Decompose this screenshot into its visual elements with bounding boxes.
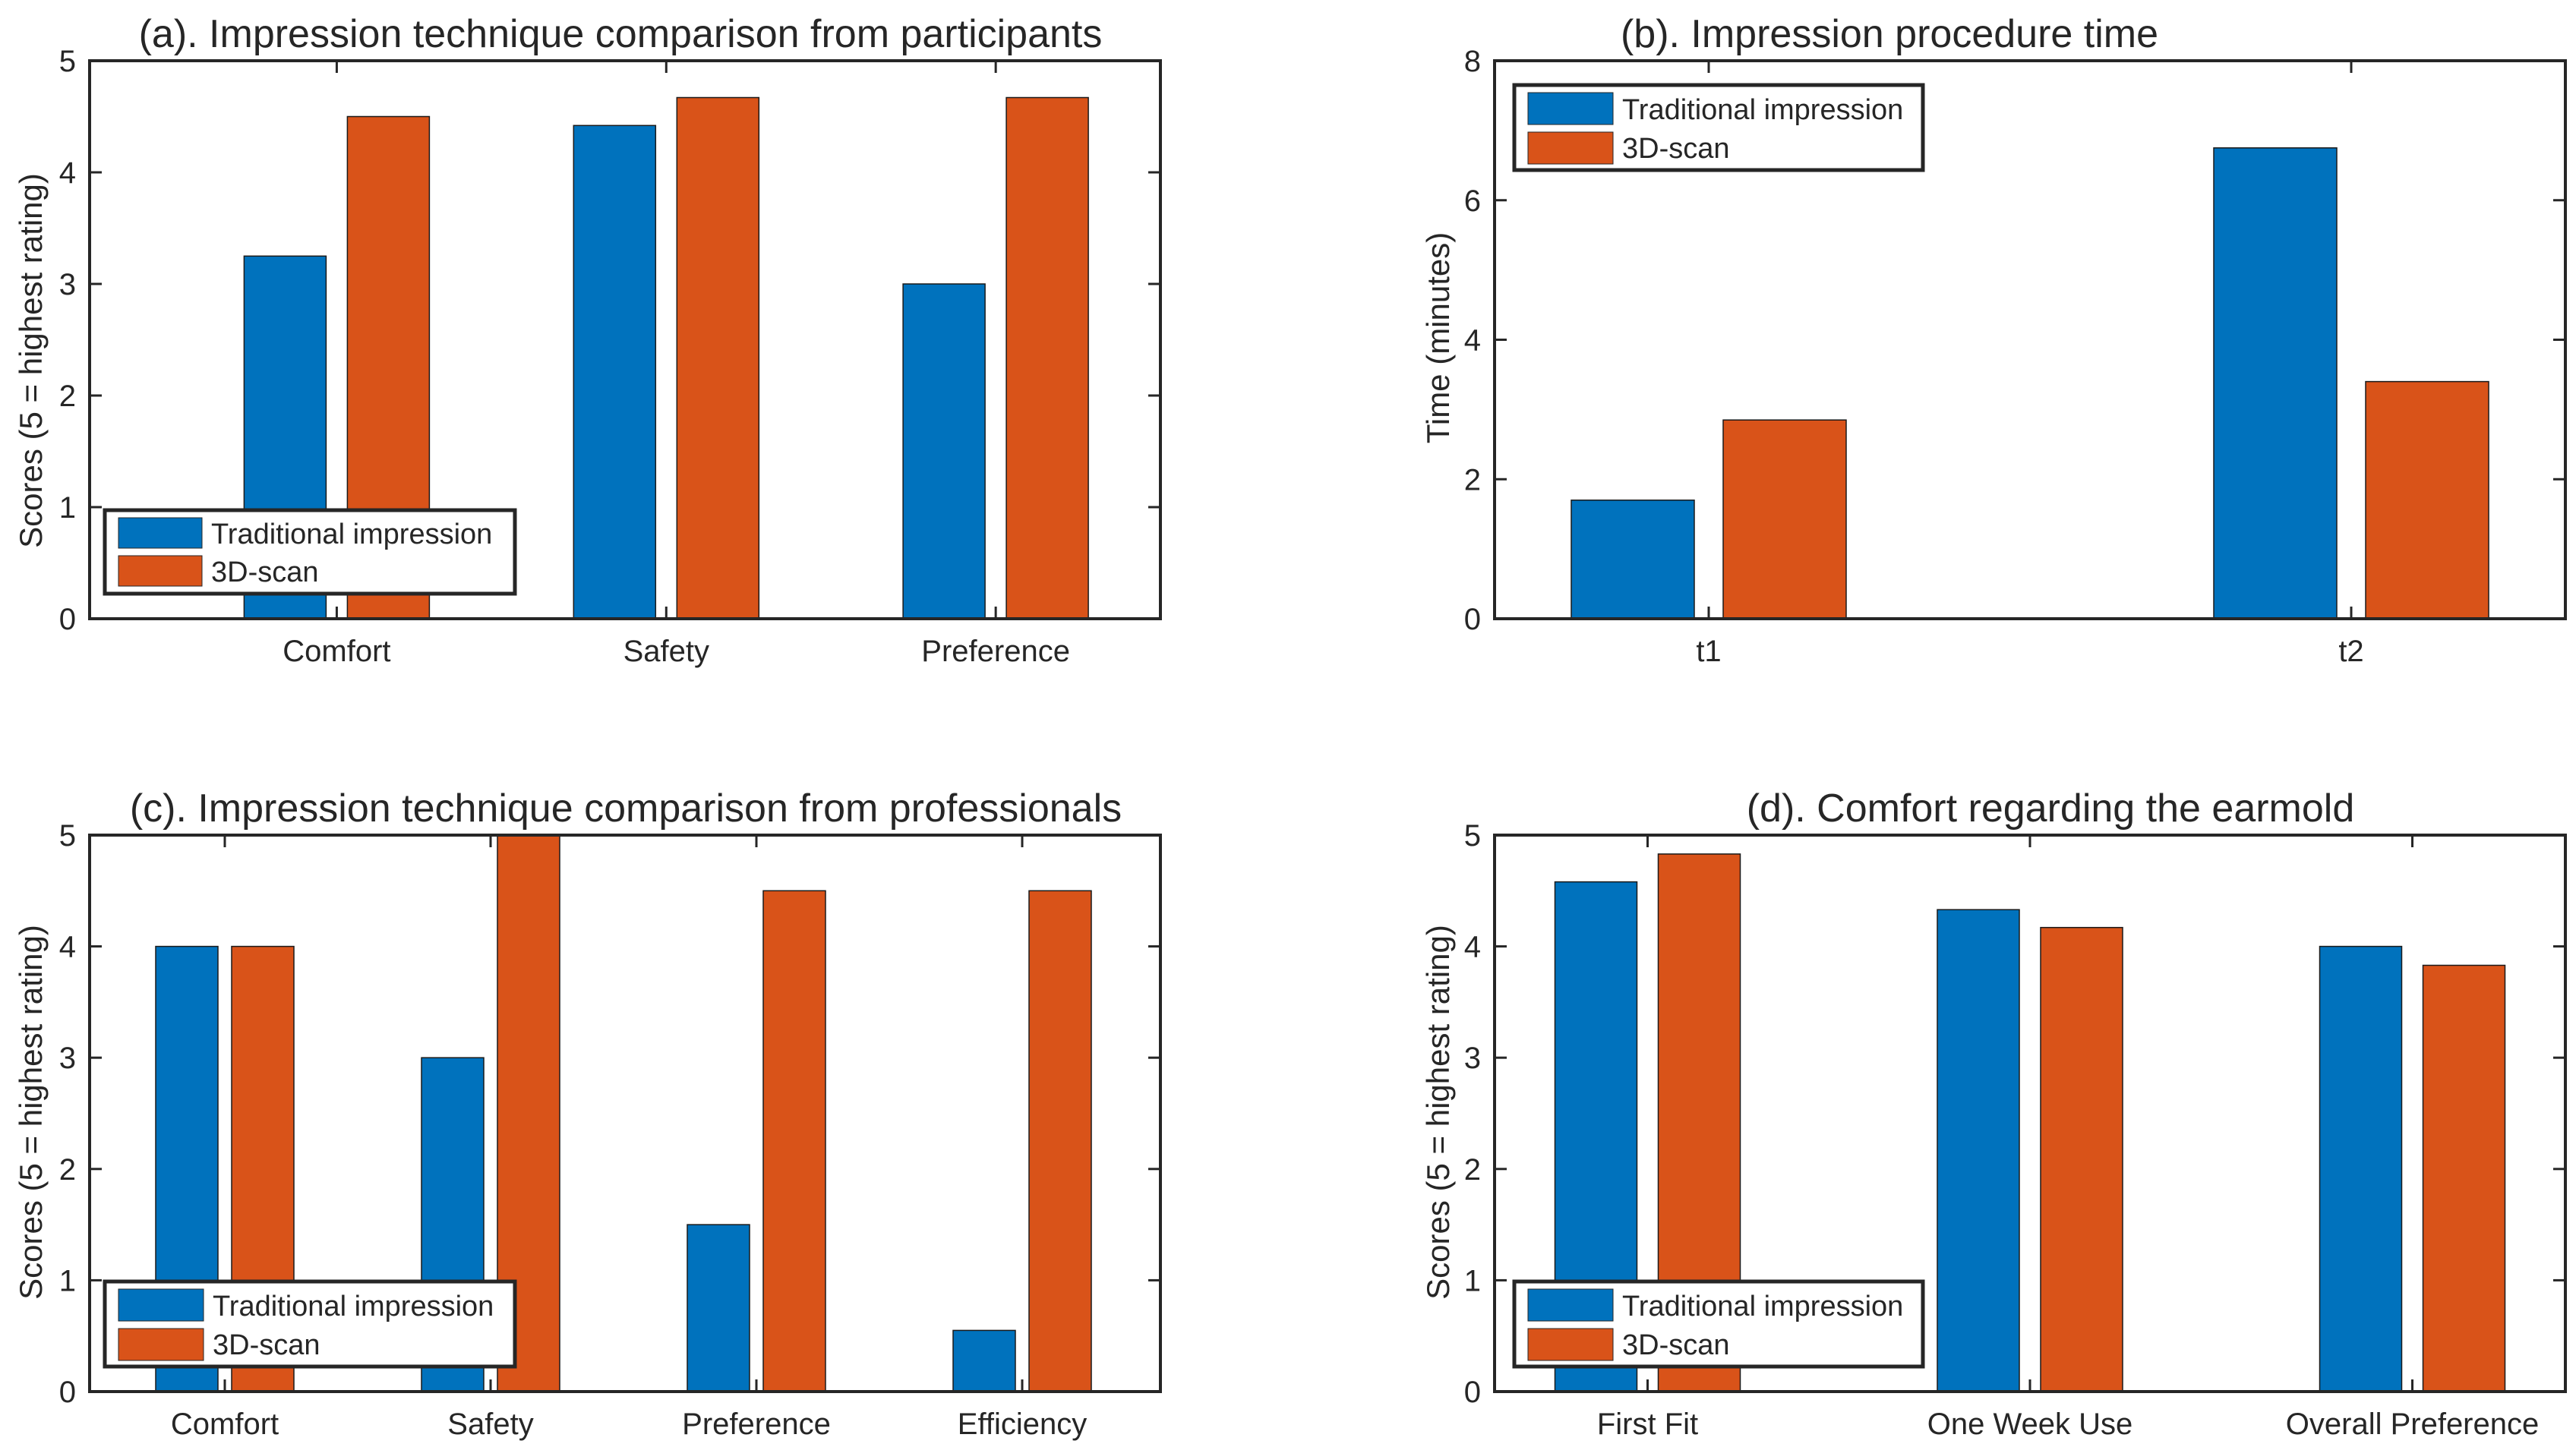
ytick-label: 4 <box>1464 931 1481 964</box>
panel-c-ylabel: Scores (5 = highest rating) <box>13 925 49 1300</box>
ytick-label: 0 <box>1464 603 1481 636</box>
ytick-label: 0 <box>59 603 76 636</box>
panel-b-bars <box>1571 147 2489 619</box>
xtick-label-t1: t1 <box>1696 635 1721 668</box>
bar-3d-scan-safety <box>676 96 760 619</box>
legend-label-3d-scan: 3D-scan <box>213 1329 320 1361</box>
panel-a-legend: Traditional impression 3D-scan <box>103 508 517 596</box>
panel-b: (b). Impression procedure time Time (min… <box>1420 12 2567 668</box>
ytick-label: 2 <box>1464 463 1481 497</box>
bar-3d-scan-overall-preference <box>2422 964 2506 1392</box>
legend-label-3d-scan: 3D-scan <box>1622 133 1730 165</box>
panel-b-xticks: t1 t2 <box>1696 61 2364 668</box>
panel-d-legend: Traditional impression 3D-scan <box>1512 1279 1925 1369</box>
ytick-label: 3 <box>59 1042 76 1075</box>
legend-label-3d-scan: 3D-scan <box>1622 1329 1730 1361</box>
panel-a: (a). Impression technique comparison fro… <box>13 12 1162 668</box>
bar-3d-scan-t2 <box>2365 380 2489 619</box>
panel-c-title: (c). Impression technique comparison fro… <box>130 787 1122 831</box>
xtick-label-efficiency: Efficiency <box>958 1408 1087 1441</box>
ytick-label: 6 <box>1464 184 1481 218</box>
legend-swatch-3d-scan <box>118 555 203 587</box>
panel-a-axes-frame <box>88 59 1162 620</box>
panel-c-axes-frame <box>88 834 1162 1393</box>
legend-swatch-3d-scan <box>1527 131 1614 165</box>
panel-d: (d). Comfort regarding the earmold Score… <box>1420 787 2567 1441</box>
xtick-label-comfort: Comfort <box>283 635 390 668</box>
panel-d-title: (d). Comfort regarding the earmold <box>1747 787 2355 831</box>
xtick-label-preference: Preference <box>682 1408 831 1441</box>
bar-3d-scan-preference <box>762 890 826 1392</box>
legend-swatch-traditional <box>1527 1288 1614 1322</box>
ytick-label: 2 <box>59 1153 76 1187</box>
panel-d-xticks: First Fit One Week Use Overall Preference <box>1597 835 2539 1441</box>
legend-label-traditional: Traditional impression <box>211 519 492 550</box>
bar-traditional-t2 <box>2213 147 2338 619</box>
ytick-label: 0 <box>59 1376 76 1409</box>
ytick-label: 4 <box>59 156 76 190</box>
legend-swatch-traditional <box>1527 92 1614 125</box>
bar-traditional-preference <box>902 283 986 619</box>
legend-swatch-3d-scan <box>118 1328 204 1361</box>
panel-b-title: (b). Impression procedure time <box>1621 12 2158 56</box>
bar-traditional-one-week-use <box>1937 909 2020 1392</box>
bar-traditional-preference <box>687 1224 750 1392</box>
ytick-label: 3 <box>59 268 76 301</box>
xtick-label-one-week-use: One Week Use <box>1927 1408 2133 1441</box>
xtick-label-safety: Safety <box>447 1408 533 1441</box>
xtick-label-comfort: Comfort <box>171 1408 279 1441</box>
ytick-label: 3 <box>1464 1042 1481 1075</box>
panel-c-legend: Traditional impression 3D-scan <box>103 1279 517 1369</box>
bar-3d-scan-efficiency <box>1028 890 1092 1392</box>
panel-b-axes-frame <box>1493 59 2567 620</box>
xtick-label-preference: Preference <box>921 635 1070 668</box>
legend-label-traditional: Traditional impression <box>1622 94 1903 126</box>
panel-a-title: (a). Impression technique comparison fro… <box>139 12 1103 56</box>
legend-swatch-traditional <box>118 517 203 549</box>
panel-a-xticks: Comfort Safety Preference <box>283 61 1070 668</box>
ytick-label: 1 <box>59 491 76 525</box>
legend-swatch-traditional <box>118 1288 204 1322</box>
ytick-label: 2 <box>59 380 76 413</box>
legend-label-3d-scan: 3D-scan <box>211 556 319 588</box>
panel-b-legend: Traditional impression 3D-scan <box>1512 83 1925 172</box>
panel-d-ylabel: Scores (5 = highest rating) <box>1420 925 1456 1300</box>
legend-label-traditional: Traditional impression <box>213 1291 494 1322</box>
legend-label-traditional: Traditional impression <box>1622 1291 1903 1322</box>
xtick-label-first-fit: First Fit <box>1597 1408 1698 1441</box>
ytick-label: 5 <box>1464 819 1481 853</box>
ytick-label: 8 <box>1464 45 1481 78</box>
bar-3d-scan-t1 <box>1722 419 1847 619</box>
panel-d-bars <box>1554 853 2506 1392</box>
xtick-label-safety: Safety <box>623 635 709 668</box>
panel-c: (c). Impression technique comparison fro… <box>13 787 1162 1441</box>
panel-a-ylabel: Scores (5 = highest rating) <box>13 173 49 548</box>
bar-traditional-t1 <box>1571 500 1695 619</box>
panel-d-yticks: 0 1 2 3 4 5 <box>1464 819 2565 1409</box>
bar-traditional-safety <box>573 125 657 619</box>
panel-b-yticks: 0 2 4 6 8 <box>1464 45 2565 636</box>
bar-3d-scan-one-week-use <box>2040 926 2123 1392</box>
ytick-label: 2 <box>1464 1153 1481 1187</box>
ytick-label: 5 <box>59 45 76 78</box>
bar-traditional-efficiency <box>952 1329 1016 1392</box>
panel-a-yticks: 0 1 2 3 4 5 <box>59 45 1160 636</box>
ytick-label: 0 <box>1464 1376 1481 1409</box>
ytick-label: 1 <box>1464 1264 1481 1297</box>
xtick-label-t2: t2 <box>2338 635 2363 668</box>
ytick-label: 4 <box>1464 324 1481 358</box>
panel-b-ylabel: Time (minutes) <box>1420 232 1456 443</box>
panel-c-xticks: Comfort Safety Preference Efficiency <box>171 835 1087 1441</box>
xtick-label-overall-preference: Overall Preference <box>2286 1408 2539 1441</box>
panel-d-axes-frame <box>1493 834 2567 1393</box>
ytick-label: 5 <box>59 819 76 853</box>
ytick-label: 1 <box>59 1264 76 1297</box>
bar-3d-scan-preference <box>1005 96 1089 619</box>
legend-swatch-3d-scan <box>1527 1328 1614 1361</box>
ytick-label: 4 <box>59 931 76 964</box>
bar-traditional-overall-preference <box>2319 945 2403 1392</box>
